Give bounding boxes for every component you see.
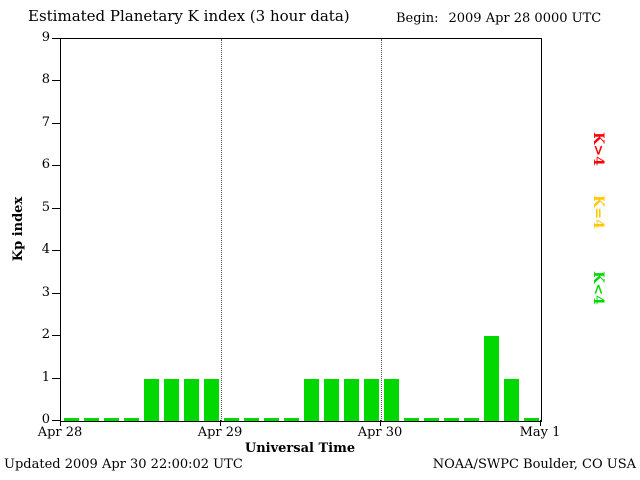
kp-bar bbox=[63, 418, 79, 421]
y-tick-mark bbox=[52, 250, 60, 252]
kp-bar bbox=[223, 418, 239, 421]
kp-bar bbox=[523, 418, 539, 421]
y-tick-mark bbox=[52, 122, 60, 124]
y-tick-label: 9 bbox=[41, 30, 50, 45]
y-tick-label: 1 bbox=[41, 369, 50, 385]
kp-bar bbox=[263, 418, 279, 421]
x-tick-mark bbox=[60, 420, 61, 426]
kp-bar bbox=[163, 378, 179, 421]
kp-bar bbox=[483, 336, 499, 421]
kp-bar bbox=[323, 378, 339, 421]
kp-bar bbox=[143, 378, 159, 421]
x-tick-mark bbox=[220, 420, 221, 426]
kp-bar bbox=[203, 378, 219, 421]
y-tick-label: 5 bbox=[41, 199, 50, 215]
kp-bar bbox=[243, 418, 259, 421]
y-tick-mark bbox=[52, 165, 60, 167]
y-tick-label: 4 bbox=[41, 242, 50, 258]
y-tick-mark bbox=[52, 80, 60, 82]
x-axis-label: Universal Time bbox=[244, 441, 356, 456]
kp-bar bbox=[463, 418, 479, 421]
x-tick-label: Apr 28 bbox=[37, 425, 83, 440]
chart-title: Estimated Planetary K index (3 hour data… bbox=[28, 7, 350, 25]
kp-bar bbox=[403, 418, 419, 421]
x-tick-label: Apr 29 bbox=[197, 425, 243, 440]
kp-bar bbox=[183, 378, 199, 421]
x-tick-mark bbox=[380, 420, 381, 426]
y-tick-mark bbox=[52, 377, 60, 379]
y-tick-mark bbox=[52, 38, 60, 39]
x-tick-mark bbox=[540, 420, 541, 426]
kp-bar bbox=[503, 378, 519, 421]
kp-bar bbox=[343, 378, 359, 421]
kp-bar bbox=[443, 418, 459, 421]
y-tick-label: 6 bbox=[41, 157, 50, 173]
kp-bar bbox=[283, 418, 299, 421]
updated-timestamp: Updated 2009 Apr 30 22:00:02 UTC bbox=[4, 457, 243, 472]
begin-label: Begin: bbox=[396, 11, 439, 26]
x-tick-label: May 1 bbox=[519, 425, 561, 440]
kp-bar bbox=[363, 378, 379, 421]
y-tick-label: 3 bbox=[41, 284, 50, 300]
legend-item-mid: K=4 bbox=[590, 195, 606, 229]
y-tick-mark bbox=[52, 335, 60, 337]
x-tick-label: Apr 30 bbox=[357, 425, 403, 440]
y-tick-label: 7 bbox=[41, 114, 50, 130]
legend-item-high: K>4 bbox=[590, 132, 606, 166]
begin-value: 2009 Apr 28 0000 UTC bbox=[448, 11, 602, 26]
kp-bar bbox=[423, 418, 439, 421]
kp-bar bbox=[83, 418, 99, 421]
y-tick-label: 8 bbox=[41, 72, 50, 88]
kp-bar bbox=[383, 378, 399, 421]
kp-bar bbox=[123, 418, 139, 421]
y-tick-mark bbox=[52, 207, 60, 209]
kp-bar bbox=[103, 418, 119, 421]
plot-area bbox=[60, 38, 542, 422]
legend-item-low: K<4 bbox=[590, 271, 606, 305]
day-boundary-gridline bbox=[221, 39, 222, 421]
y-tick-label: 0 bbox=[41, 412, 50, 427]
kp-bar bbox=[303, 378, 319, 421]
y-tick-label: 2 bbox=[41, 327, 50, 343]
y-tick-mark bbox=[52, 420, 60, 421]
y-axis-label: Kp index bbox=[11, 196, 26, 262]
begin-timestamp: Begin: 2009 Apr 28 0000 UTC bbox=[396, 11, 601, 26]
credit-text: NOAA/SWPC Boulder, CO USA bbox=[432, 457, 636, 472]
y-tick-mark bbox=[52, 292, 60, 294]
day-boundary-gridline bbox=[381, 39, 382, 421]
